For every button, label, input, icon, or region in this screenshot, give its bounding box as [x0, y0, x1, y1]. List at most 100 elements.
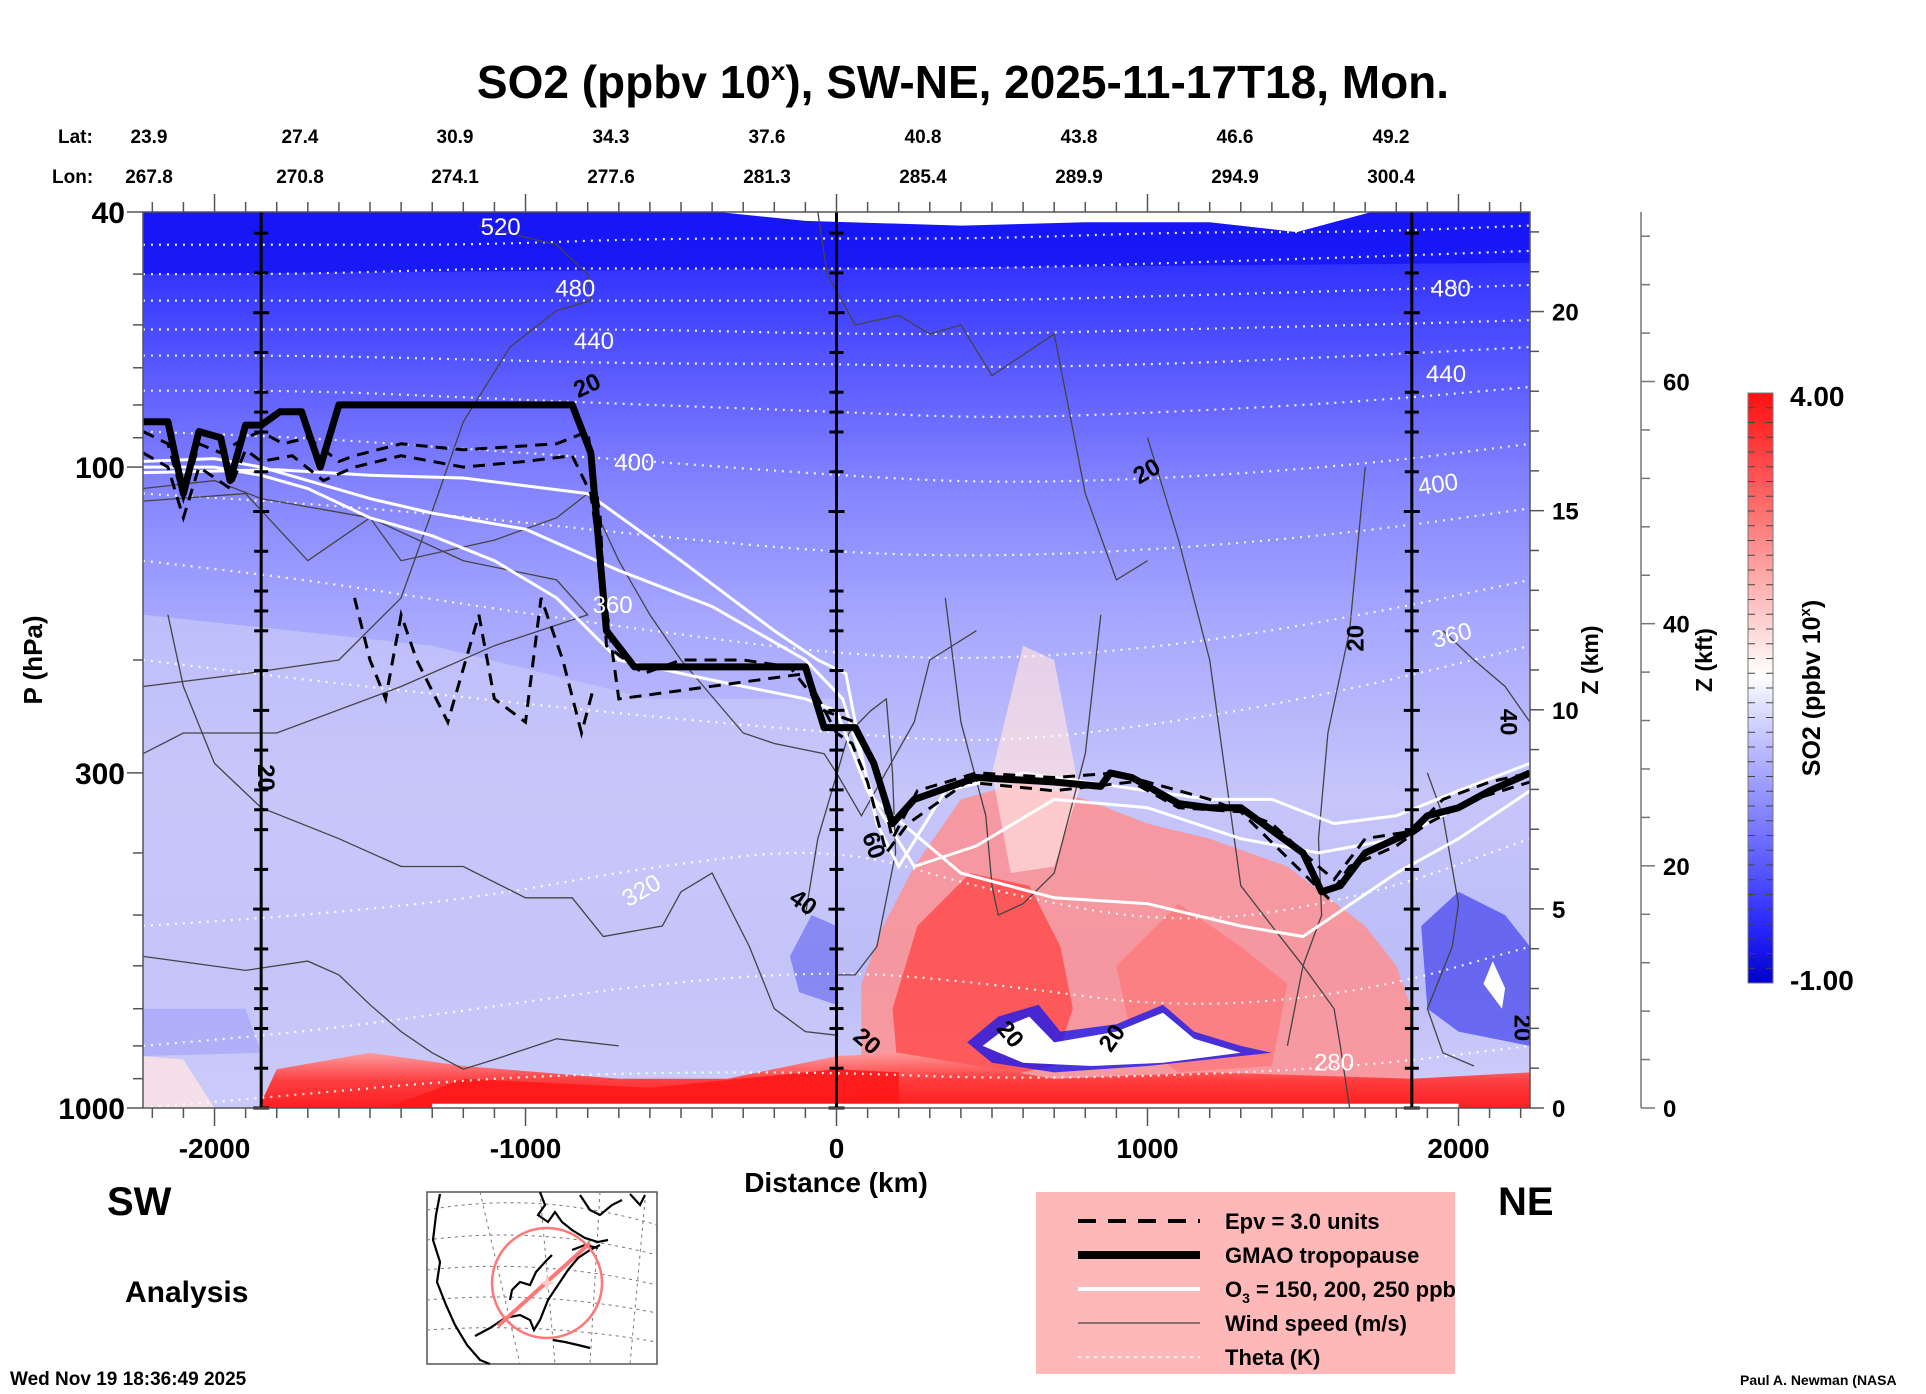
lat-label: Lat: [58, 127, 93, 148]
z-kft-label: Z (kft) [1691, 628, 1717, 692]
ozone-contour [143, 465, 1530, 869]
epv-contour [143, 447, 1530, 901]
wind-contour-20 [1286, 467, 1366, 1047]
plot-area: 5204804404003603204804404003602802020202… [143, 212, 1535, 1108]
wind-contour-20 [143, 955, 619, 1070]
sw-label: SW [107, 1180, 172, 1224]
so2-missing-top [718, 212, 1372, 233]
timestamp: Wed Nov 19 18:36:49 2025 [10, 1369, 247, 1390]
so2-region [143, 1008, 262, 1057]
legend-label: Epv = 3.0 units [1225, 1209, 1380, 1234]
lon-value: 285.4 [899, 167, 947, 188]
z-km-tick-label: 15 [1552, 499, 1579, 526]
lon-value: 289.9 [1055, 167, 1103, 188]
lat-value: 23.9 [131, 127, 168, 148]
x-tick-label: 2000 [1427, 1133, 1489, 1164]
lon-value: 274.1 [431, 167, 479, 188]
contour-label: 40 [1494, 709, 1521, 736]
lon-value: 294.9 [1211, 167, 1259, 188]
credit: Paul A. Newman (NASA [1740, 1372, 1897, 1388]
wind-contour-20 [817, 212, 1148, 581]
lat-value: 43.8 [1061, 127, 1098, 148]
y-axis-z-km: 0 5 10 15 20 [1530, 231, 1579, 1123]
legend-label: Wind speed (m/s) [1225, 1311, 1407, 1336]
lat-value: 49.2 [1373, 127, 1410, 148]
chart-title: SO2 (ppbv 10x), SW-NE, 2025-11-17T18, Mo… [477, 56, 1449, 108]
x-tick-label: -1000 [490, 1133, 562, 1164]
y-axis-pressure: 40 100 300 1000 [58, 197, 143, 1126]
wind-contour-60 [804, 697, 897, 976]
lon-label: Lon: [52, 167, 93, 188]
contour-label: 520 [481, 214, 521, 241]
lat-value: 46.6 [1217, 127, 1254, 148]
map-inset [426, 1191, 658, 1366]
epv-contours [143, 429, 1530, 901]
y-tick-label: 1000 [58, 1093, 125, 1126]
lon-value: 281.3 [743, 167, 791, 188]
map-center-star-icon [539, 1275, 555, 1291]
ozone-contours [143, 457, 1530, 939]
so2-missing-ground [432, 1103, 1459, 1108]
contour-label: 400 [614, 450, 654, 477]
z-kft-tick-label: 20 [1663, 854, 1690, 881]
colorbar-max-label: 4.00 [1790, 381, 1845, 412]
z-kft-tick-label: 40 [1663, 612, 1690, 639]
x-tick-label: -2000 [179, 1133, 251, 1164]
theta-contours [143, 224, 1530, 1108]
so2-missing-pocket [1483, 961, 1506, 1009]
theta-line-360 [143, 559, 1530, 660]
colorbar-min-label: -1.00 [1790, 965, 1854, 996]
lat-value: 40.8 [905, 127, 942, 148]
legend-label: Theta (K) [1225, 1345, 1320, 1370]
x-tick-label: 1000 [1116, 1133, 1178, 1164]
wind-contour-40 [944, 597, 1102, 917]
x-axis: -2000 -1000 0 1000 2000 [151, 194, 1522, 1164]
colorbar-ticks [1748, 407, 1773, 969]
lon-value: 267.8 [125, 167, 173, 188]
y-axis-z-kft: 0 20 40 60 [1640, 212, 1690, 1123]
legend-label: O3 = 150, 200, 250 ppb [1225, 1277, 1456, 1306]
so2-field [143, 212, 1530, 1108]
contour-label: 280 [1314, 1050, 1354, 1077]
legend-box [1036, 1192, 1455, 1374]
wind-contour-40 [1442, 630, 1530, 723]
lat-value: 30.9 [437, 127, 474, 148]
ozone-contour [143, 457, 1530, 939]
y-tick-label: 300 [75, 758, 125, 791]
map-range-circle [490, 1226, 604, 1340]
x-tick-label: 0 [829, 1133, 845, 1164]
z-km-tick-label: 20 [1552, 300, 1579, 327]
lon-value: 277.6 [587, 167, 635, 188]
colorbar: 4.00 -1.00 SO2 (ppbv 10x) [1747, 381, 1854, 996]
so2-region [143, 614, 837, 1108]
contour-label: 20 [1508, 1015, 1535, 1042]
x-axis-label: Distance (km) [744, 1167, 928, 1198]
so2-blue-pocket [1421, 891, 1530, 1046]
contour-label: 20 [1343, 625, 1370, 652]
so2-missing-pocket [982, 1012, 1241, 1066]
contour-label: 440 [1426, 361, 1466, 388]
so2-blue-pocket [789, 915, 837, 1005]
contour-label: 360 [593, 592, 633, 619]
so2-column [992, 645, 1080, 874]
lat-lon-header: Lat: Lon: 23.9 27.4 30.9 34.3 37.6 40.8 43.8 46.6… [52, 127, 1415, 188]
legend-label: GMAO tropopause [1225, 1243, 1419, 1268]
lon-value: 270.8 [276, 167, 324, 188]
contour-label: 20 [252, 764, 279, 791]
colorbar-title: SO2 (ppbv 10x) [1797, 600, 1826, 776]
wind-contour-20 [143, 224, 592, 688]
contour-label: 440 [574, 328, 614, 355]
contour-label: 480 [1431, 276, 1471, 303]
wind-contour-20 [1146, 437, 1351, 1108]
theta-line-380 [143, 492, 1530, 557]
lat-value: 34.3 [593, 127, 630, 148]
vertical-markers [253, 212, 1420, 1110]
y-tick-label: 100 [75, 452, 125, 485]
theta-line-320 [143, 837, 1530, 928]
legend: Epv = 3.0 units GMAO tropopause O3 = 150, … [1036, 1192, 1456, 1374]
so2-region [143, 1056, 215, 1108]
z-kft-tick-label: 60 [1663, 370, 1690, 397]
ozone-contour [143, 468, 1530, 870]
lat-value: 27.4 [282, 127, 319, 148]
